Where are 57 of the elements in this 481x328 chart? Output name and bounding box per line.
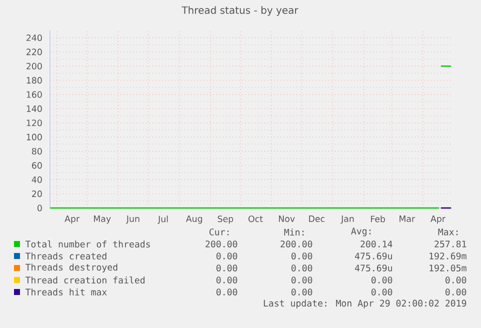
- legend-label: Threads created: [25, 252, 106, 260]
- text: 0.00: [371, 276, 392, 284]
- x-tick-label: Aug: [186, 216, 202, 224]
- y-tick-label: 120: [26, 120, 42, 126]
- text: Avg:: [351, 228, 371, 236]
- x-tick-label: Feb: [371, 216, 386, 222]
- x-tick-label: May: [94, 216, 111, 224]
- text: 0.00: [216, 252, 238, 260]
- y-tick-label: 20: [32, 190, 42, 198]
- text: Min:: [284, 228, 304, 236]
- x-tick-label: Mar: [400, 216, 416, 222]
- text: Cur:: [210, 228, 229, 236]
- text: 200.00: [280, 240, 312, 248]
- text: 0.00: [291, 264, 312, 272]
- y-tick-label: 180: [26, 77, 42, 84]
- x-tick-label: Oct: [248, 216, 263, 222]
- chart-title: Thread status - by year: [182, 6, 298, 16]
- text: 0.00: [291, 252, 312, 260]
- text: 0.00: [216, 264, 238, 272]
- y-tick-label: 0: [37, 204, 42, 212]
- y-tick-label: 40: [32, 176, 42, 183]
- x-tick-label: Jul: [158, 216, 168, 224]
- x-tick-label: Jun: [126, 216, 140, 224]
- y-tick-label: 80: [32, 148, 42, 155]
- y-tick-label: 140: [26, 105, 42, 112]
- x-tick-label: Jan: [340, 216, 354, 224]
- text: 0.00: [216, 288, 238, 296]
- y-tick-label: 60: [32, 162, 42, 169]
- y-tick-label: 160: [26, 91, 42, 98]
- legend-label: Threads hit max: [25, 288, 107, 296]
- text: Max:: [438, 228, 458, 236]
- x-tick-label: Nov: [278, 216, 295, 222]
- text: 475.69u: [354, 252, 392, 260]
- x-tick-label: Apr: [430, 216, 446, 224]
- text: 192.69m: [430, 252, 466, 260]
- text: 0.00: [291, 276, 312, 284]
- text: 192.05m: [430, 264, 466, 272]
- text: 257.81: [434, 240, 466, 248]
- legend-label: Threads destroyed: [25, 264, 118, 272]
- legend-label: Total number of threads: [25, 240, 150, 248]
- y-tick-label: 220: [26, 48, 42, 56]
- text: 0.00: [445, 276, 466, 284]
- y-tick-label: 200: [26, 62, 42, 70]
- x-tick-label: Sep: [218, 216, 234, 224]
- text: 475.69u: [354, 264, 392, 272]
- text: 200.14: [360, 240, 392, 248]
- y-tick-label: 100: [26, 134, 42, 140]
- text: 0.00: [216, 276, 238, 284]
- text: Last update: Mon Apr 29 02:00:02 2019: [264, 300, 466, 308]
- text: 0.00: [291, 288, 312, 296]
- x-tick-label: Dec: [309, 216, 325, 222]
- y-tick-label: 240: [26, 34, 42, 42]
- x-tick-label: Apr: [64, 216, 80, 224]
- legend-label: Thread creation failed: [25, 276, 145, 284]
- text: 200.00: [206, 240, 238, 248]
- text: 0.00: [445, 288, 466, 296]
- text: 0.00: [371, 288, 392, 296]
